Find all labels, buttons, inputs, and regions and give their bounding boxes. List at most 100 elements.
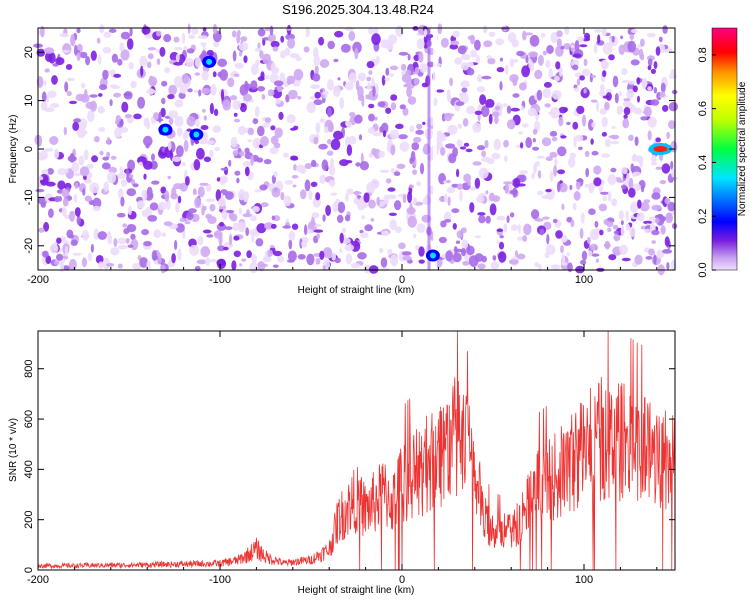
spectrogram-cell xyxy=(555,61,561,70)
spectrogram-cell xyxy=(233,235,240,241)
spectrogram-cell xyxy=(628,187,636,198)
spectrogram-cell xyxy=(327,79,334,91)
spectrogram-cell xyxy=(645,256,653,260)
spectrogram-cell xyxy=(143,241,152,247)
spectrogram-cell xyxy=(36,48,46,57)
spectrogram-cell xyxy=(76,126,87,139)
spectrogram-cell xyxy=(301,240,308,248)
spectrogram-cell xyxy=(232,222,239,232)
spectrogram-cell xyxy=(196,147,205,160)
spectrogram-cell xyxy=(522,30,527,41)
spectrogram-cell xyxy=(611,198,618,207)
spectrogram-cell xyxy=(310,159,317,167)
spectrogram-cell xyxy=(632,154,637,162)
spectrogram-cell xyxy=(181,73,190,84)
spectrogram-cell xyxy=(640,116,648,121)
spectrogram-cell xyxy=(183,46,188,50)
spectrogram-cell xyxy=(621,166,628,175)
spectrogram-cell xyxy=(651,154,657,163)
spectrogram-cell xyxy=(610,140,620,145)
spectrogram-cell xyxy=(640,38,645,47)
spectrogram-cell xyxy=(49,244,59,254)
spectrogram-cell xyxy=(451,208,460,214)
spectrogram-cell xyxy=(385,178,392,184)
spectrogram-cell xyxy=(554,75,560,82)
spectrogram-cell xyxy=(327,40,336,50)
spectrogram-cell xyxy=(421,82,429,88)
spectrogram-cell xyxy=(374,116,378,121)
spectrogram-xlabel: Height of straight line (km) xyxy=(298,285,415,296)
spectrogram-cell xyxy=(147,53,154,60)
spectrogram-cell xyxy=(416,181,421,187)
spectrogram-cell xyxy=(178,92,186,99)
spectrogram-cell xyxy=(650,68,657,74)
spectrogram-cell xyxy=(188,208,197,214)
spectrogram-cell xyxy=(174,239,178,251)
spectrogram-cell xyxy=(241,258,247,262)
spectrogram-cell xyxy=(551,90,562,100)
spectrogram-cell xyxy=(507,32,517,43)
spectrogram-cell xyxy=(344,244,354,252)
spectrogram-cell xyxy=(330,138,341,151)
spectrogram-cell xyxy=(625,223,631,231)
spectrogram-cell xyxy=(239,263,243,267)
spectrogram-cell xyxy=(65,64,73,70)
spectrogram-cell xyxy=(209,258,217,263)
spectrogram-cell xyxy=(585,36,590,41)
spectrogram-cell xyxy=(79,166,90,177)
spectrogram-cell xyxy=(354,114,363,124)
spectrogram-cell xyxy=(141,209,148,217)
spectrogram-cell xyxy=(259,184,268,191)
spectrogram-cell xyxy=(184,221,191,225)
spectrogram-cell xyxy=(259,50,264,59)
spectrogram-cell xyxy=(125,237,130,244)
spectrogram-cell xyxy=(319,174,327,184)
spectrogram-cell xyxy=(390,94,398,101)
spectrogram-cell xyxy=(596,100,600,112)
spectrogram-cell xyxy=(416,223,426,233)
spectrogram-cell xyxy=(360,203,369,208)
spectrogram-cell xyxy=(203,156,211,163)
spectrogram-cell xyxy=(540,33,546,38)
spectrogram-cell xyxy=(415,245,420,251)
spectrogram-cell xyxy=(277,255,285,263)
spectrogram-cell xyxy=(372,85,376,97)
spectrogram-cell xyxy=(594,220,599,228)
spectrogram-cell xyxy=(68,234,75,239)
spectrogram-cell xyxy=(44,68,50,73)
spectrogram-cell xyxy=(287,37,296,49)
spectrogram-cell xyxy=(579,228,584,239)
spectrogram-cell xyxy=(646,32,656,38)
spectrogram-cell xyxy=(120,31,131,40)
spectrogram-cell xyxy=(313,99,323,106)
spectrogram-cell xyxy=(560,135,567,139)
spectrogram-cell xyxy=(270,40,280,48)
spectrogram-cell xyxy=(566,121,571,126)
spectrogram-cell xyxy=(256,157,264,163)
spectrogram-cell xyxy=(385,67,390,76)
spectrogram-cell xyxy=(583,58,588,67)
spectrogram-cell xyxy=(368,113,375,122)
spectrogram-cell xyxy=(173,183,184,190)
spectrogram-cell xyxy=(233,250,241,258)
spectrogram-cell xyxy=(43,221,50,232)
spectrogram-cell xyxy=(576,179,584,183)
spectrogram-cell xyxy=(539,228,545,236)
spectrogram-cell xyxy=(271,215,276,221)
spectrogram-cell xyxy=(151,250,158,261)
spectrogram-cell xyxy=(232,100,242,110)
spectrogram-cell xyxy=(238,207,242,215)
spectrogram-cell xyxy=(599,191,610,195)
spectrogram-cell xyxy=(549,130,558,137)
spectrogram-cell xyxy=(106,171,117,184)
spectrogram-cell xyxy=(579,44,588,48)
spectrogram-cell xyxy=(201,70,209,81)
spectrogram-cell xyxy=(531,209,540,220)
spectrogram-cell xyxy=(319,118,326,123)
spectrogram-cell xyxy=(291,223,299,230)
spectrogram-cell xyxy=(311,212,320,219)
spectrogram-cell xyxy=(141,229,150,236)
spectrogram-cell xyxy=(528,58,533,70)
spectrogram-cell xyxy=(542,88,552,99)
spectrogram-cell xyxy=(279,72,286,83)
